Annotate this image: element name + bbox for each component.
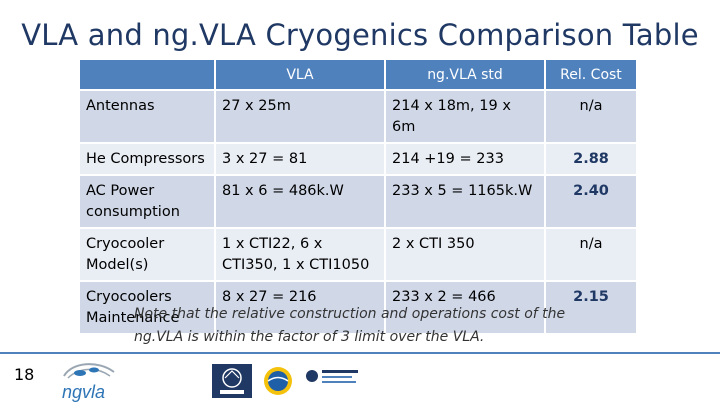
row-label: Cryocoolers Maintenance bbox=[80, 280, 216, 333]
table-row: Cryocooler Model(s) 1 x CTI22, 6 x CTI35… bbox=[80, 227, 636, 280]
row-label: Cryocooler Model(s) bbox=[80, 227, 216, 280]
nrao-logo-icon bbox=[212, 364, 252, 398]
table-row: AC Power consumption 81 x 6 = 486k.W 233… bbox=[80, 174, 636, 227]
vla-value: 27 x 25m bbox=[216, 89, 386, 142]
row-label: AC Power consumption bbox=[80, 174, 216, 227]
header-vla: VLA bbox=[216, 60, 386, 89]
slide-number: 18 bbox=[14, 365, 35, 384]
header-ngvla: ng.VLA std bbox=[386, 60, 546, 89]
vla-value: 81 x 6 = 486k.W bbox=[216, 174, 386, 227]
vla-value: 8 x 27 = 216 bbox=[216, 280, 386, 333]
table-row: Cryocoolers Maintenance 8 x 27 = 216 233… bbox=[80, 280, 636, 333]
ngvla-logo-icon: ngvla bbox=[62, 363, 115, 402]
rel-cost-value: 2.15 bbox=[546, 280, 636, 333]
rel-cost-value: n/a bbox=[546, 227, 636, 280]
rel-cost-value: 2.40 bbox=[546, 174, 636, 227]
vla-value: 3 x 27 = 81 bbox=[216, 142, 386, 174]
header-rel-cost: Rel. Cost bbox=[546, 60, 636, 89]
ngvla-value: 233 x 5 = 1165k.W bbox=[386, 174, 546, 227]
table-header-row: VLA ng.VLA std Rel. Cost bbox=[80, 60, 636, 89]
associated-universities-logo-icon bbox=[306, 370, 358, 383]
svg-text:ngvla: ngvla bbox=[62, 382, 105, 402]
header-label bbox=[80, 60, 216, 89]
nsf-logo-icon bbox=[264, 367, 292, 395]
ngvla-value: 214 x 18m, 19 x 6m bbox=[386, 89, 546, 142]
table-row: He Compressors 3 x 27 = 81 214 +19 = 233… bbox=[80, 142, 636, 174]
row-label: Antennas bbox=[80, 89, 216, 142]
comparison-table: VLA ng.VLA std Rel. Cost Antennas 27 x 2… bbox=[80, 60, 636, 333]
ngvla-value: 233 x 2 = 466 bbox=[386, 280, 546, 333]
row-label: He Compressors bbox=[80, 142, 216, 174]
ngvla-value: 214 +19 = 233 bbox=[386, 142, 546, 174]
rel-cost-value: 2.88 bbox=[546, 142, 636, 174]
slide-title: VLA and ng.VLA Cryogenics Comparison Tab… bbox=[21, 18, 699, 52]
rel-cost-value: n/a bbox=[546, 89, 636, 142]
table-row: Antennas 27 x 25m 214 x 18m, 19 x 6m n/a bbox=[80, 89, 636, 142]
footer-divider bbox=[0, 352, 720, 354]
vla-value: 1 x CTI22, 6 x CTI350, 1 x CTI1050 bbox=[216, 227, 386, 280]
ngvla-value: 2 x CTI 350 bbox=[386, 227, 546, 280]
cost-note: Note that the relative construction and … bbox=[134, 306, 566, 345]
